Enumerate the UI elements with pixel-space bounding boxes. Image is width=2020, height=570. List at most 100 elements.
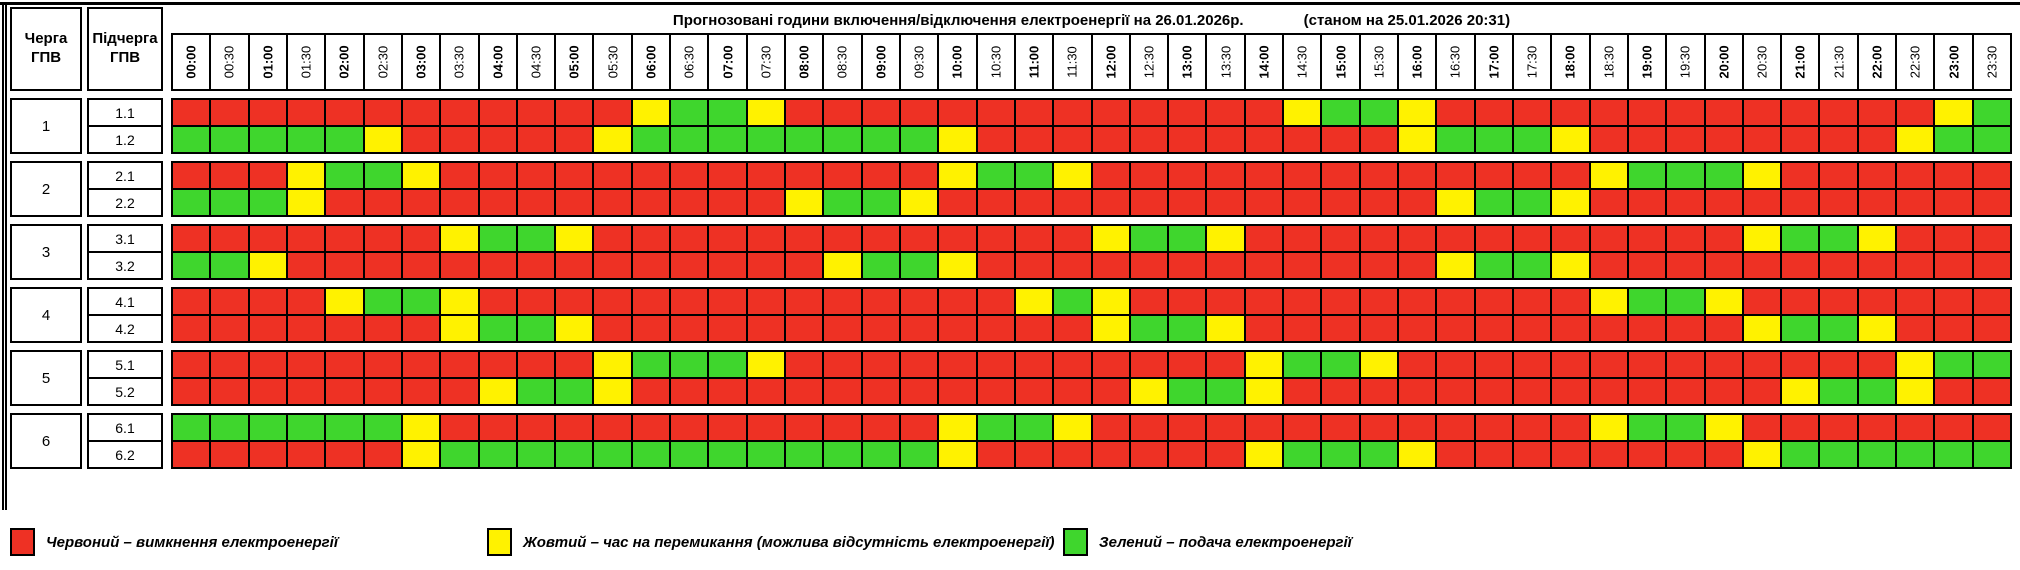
schedule-cell <box>1550 415 1589 440</box>
schedule-cell <box>860 100 899 125</box>
schedule-cell <box>285 352 325 377</box>
schedule-cell <box>400 352 440 377</box>
schedule-cell <box>554 190 593 215</box>
schedule-cell <box>784 163 823 188</box>
schedule-cell <box>1895 379 1934 404</box>
schedule-cell <box>1167 316 1206 341</box>
subqueue-label: 2.2 <box>89 188 161 215</box>
schedule-cell <box>1895 127 1934 152</box>
schedule-cell <box>1205 289 1244 314</box>
schedule-cell <box>285 442 325 467</box>
queue-number: 3 <box>10 224 82 280</box>
schedule-cell <box>247 289 286 314</box>
schedule-cell <box>1550 190 1589 215</box>
time-column-header: 23:30 <box>1971 35 2010 89</box>
schedule-cell <box>1588 379 1627 404</box>
schedule-cell <box>1167 442 1206 467</box>
schedule-cell <box>1243 163 1283 188</box>
schedule-cell <box>975 127 1014 152</box>
schedule-cell <box>860 163 899 188</box>
schedule-cell <box>669 163 708 188</box>
schedule-cell <box>362 253 401 278</box>
schedule-row <box>173 289 2010 314</box>
schedule-cell <box>1243 316 1283 341</box>
schedule-cell <box>1626 289 1666 314</box>
schedule-cell <box>860 127 899 152</box>
schedule-cell <box>285 253 325 278</box>
legend: Червоний – вимкнення електроенергії Жовти… <box>0 528 2020 564</box>
time-column-header: 17:30 <box>1511 35 1551 89</box>
subqueue-labels: 4.1 4.2 <box>87 287 163 343</box>
time-column-header: 19:00 <box>1626 35 1666 89</box>
schedule-cell <box>247 163 286 188</box>
schedule-cell <box>1511 289 1551 314</box>
schedule-cell <box>1128 100 1168 125</box>
schedule-cell <box>822 127 861 152</box>
time-column-header: 05:00 <box>554 35 593 89</box>
schedule-cell <box>1167 289 1206 314</box>
schedule-cell <box>1435 163 1474 188</box>
schedule-cell <box>1128 352 1168 377</box>
schedule-cell <box>1933 352 1972 377</box>
time-column-header: 00:00 <box>171 35 210 89</box>
schedule-cell <box>707 352 746 377</box>
schedule-cell <box>1511 226 1551 251</box>
schedule-cell <box>1358 127 1397 152</box>
schedule-cell <box>707 442 746 467</box>
time-label: 10:00 <box>949 45 965 79</box>
schedule-cell <box>1282 415 1321 440</box>
schedule-cell <box>1282 352 1321 377</box>
schedule-cell <box>1780 226 1819 251</box>
time-label: 17:30 <box>1524 45 1540 79</box>
schedule-cell <box>1588 163 1627 188</box>
subqueue-labels: 3.1 3.2 <box>87 224 163 280</box>
schedule-cell <box>1895 226 1934 251</box>
time-column-header: 22:30 <box>1895 35 1934 89</box>
schedule-cell <box>630 163 670 188</box>
subqueue-labels: 5.1 5.2 <box>87 350 163 406</box>
schedule-cell <box>745 226 784 251</box>
time-column-header: 12:30 <box>1128 35 1168 89</box>
page-title: Прогнозовані години включення/відключенн… <box>672 11 1244 29</box>
legend-label: Зелений – подача електроенергії <box>1099 533 1352 551</box>
schedule-cell <box>1435 190 1474 215</box>
schedule-cell <box>554 163 593 188</box>
schedule-cell <box>515 163 555 188</box>
schedule-cell <box>898 253 938 278</box>
schedule-cell <box>1167 190 1206 215</box>
schedule-cell <box>1090 415 1129 440</box>
schedule-cell <box>1856 127 1896 152</box>
time-label: 12:00 <box>1103 45 1119 79</box>
legend-item: Червоний – вимкнення електроенергії <box>10 528 338 556</box>
time-column-header: 21:00 <box>1780 35 1819 89</box>
table-header: Черга ГПВ Підчерга ГПВ Прогнозовані годи… <box>10 7 2012 91</box>
schedule-cell <box>1473 100 1512 125</box>
schedule-cell <box>1895 289 1934 314</box>
time-label: 08:30 <box>834 45 850 79</box>
schedule-cell <box>1588 127 1627 152</box>
queue-number: 2 <box>10 161 82 217</box>
schedule-cell <box>1435 316 1474 341</box>
legend-label: Червоний – вимкнення електроенергії <box>46 533 338 551</box>
time-column-header: 17:00 <box>1473 35 1512 89</box>
schedule-cell <box>477 442 516 467</box>
schedule-cell <box>1971 415 2010 440</box>
schedule-cell <box>1435 415 1474 440</box>
time-column-header: 10:00 <box>937 35 976 89</box>
schedule-cell <box>1703 289 1742 314</box>
schedule-cell <box>209 163 248 188</box>
schedule-cell <box>707 253 746 278</box>
schedule-cell <box>975 316 1014 341</box>
schedule-cell <box>1971 127 2010 152</box>
subqueue-labels: 1.1 1.2 <box>87 98 163 154</box>
queue-number: 5 <box>10 350 82 406</box>
schedule-cell <box>477 100 516 125</box>
schedule-cell <box>1971 253 2010 278</box>
schedule-cell <box>515 127 555 152</box>
schedule-cell <box>1052 127 1091 152</box>
schedule-cell <box>554 352 593 377</box>
time-label: 19:30 <box>1677 45 1693 79</box>
schedule-row <box>173 226 2010 251</box>
schedule-cell <box>1741 289 1781 314</box>
schedule-cell <box>1741 190 1781 215</box>
